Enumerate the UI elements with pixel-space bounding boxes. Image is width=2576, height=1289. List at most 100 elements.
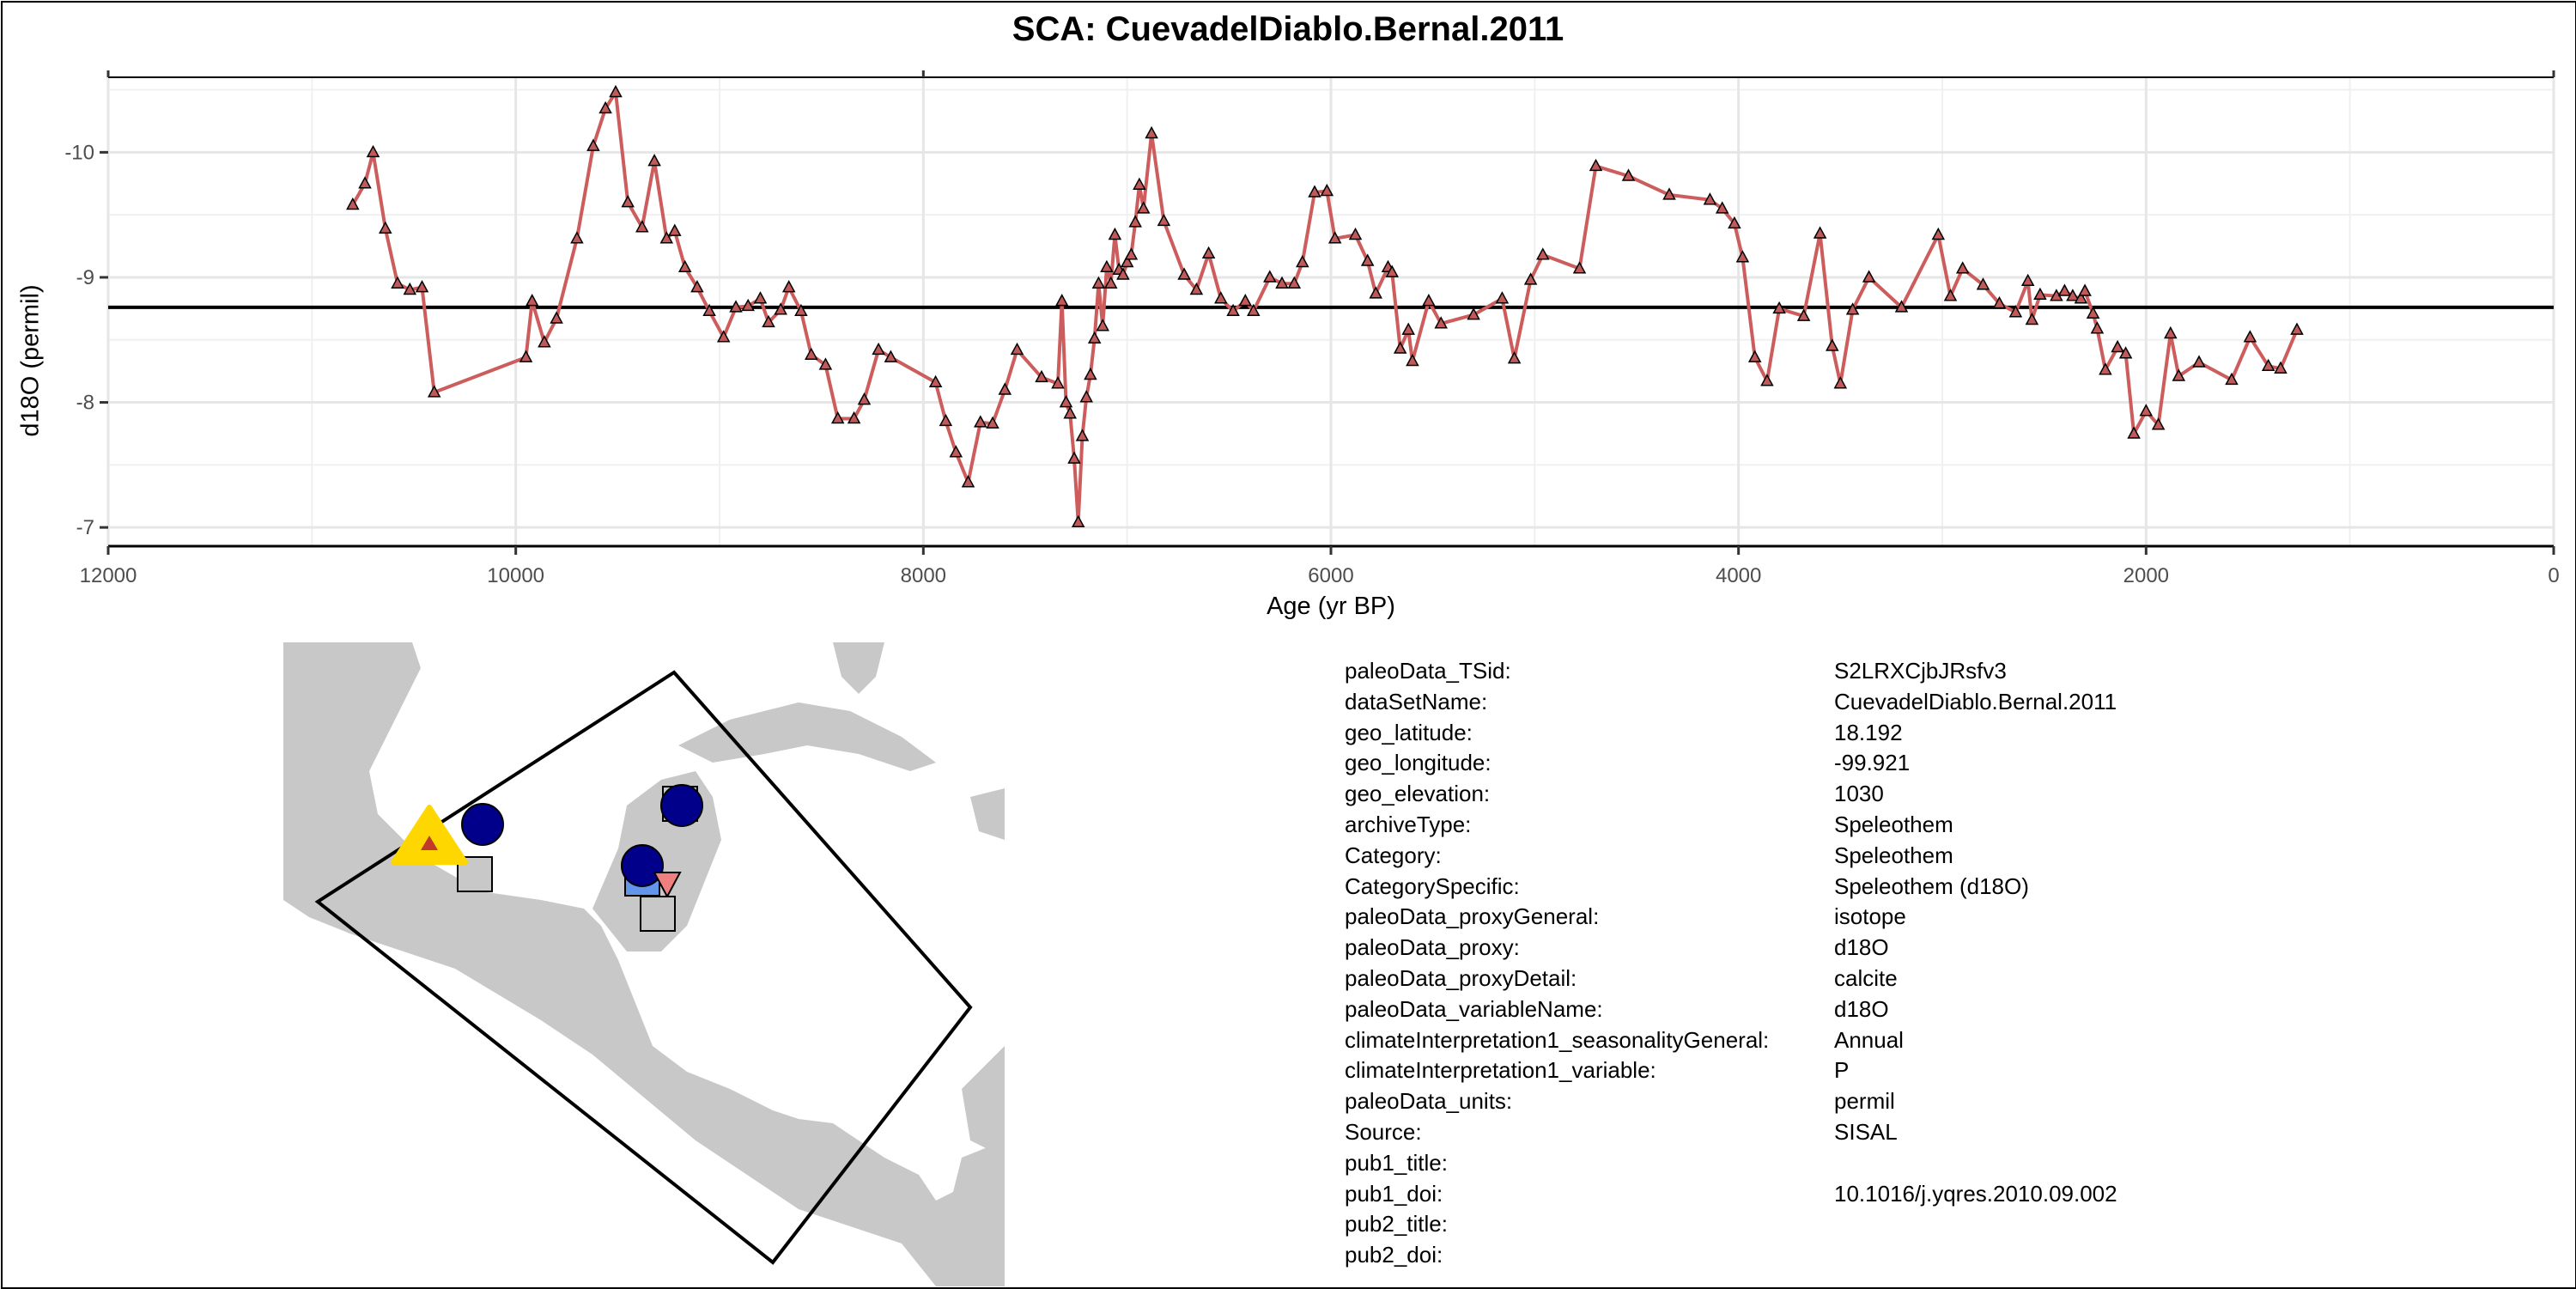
data-point [1096, 319, 1109, 331]
x-tick-label: 2000 [2123, 564, 2169, 587]
data-point [427, 385, 441, 398]
metadata-value: Speleothem [1834, 842, 1953, 868]
y-tick-label: -7 [76, 516, 94, 539]
y-tick-label: -9 [76, 266, 94, 289]
data-point [1507, 351, 1522, 364]
metadata-key: pub1_doi: [1345, 1180, 1443, 1207]
data-point [379, 221, 392, 234]
land-cuba [678, 702, 936, 771]
data-point [1059, 395, 1073, 408]
metadata-key: climateInterpretation1_variable: [1345, 1057, 1656, 1084]
data-point [1103, 276, 1118, 289]
chart-title: SCA: CuevadelDiablo.Bernal.2011 [1012, 10, 1564, 48]
data-point [884, 350, 898, 362]
metadata-key: archiveType: [1345, 811, 1472, 837]
data-point [1075, 429, 1090, 441]
data-point [635, 220, 649, 233]
data-point [1621, 168, 1636, 181]
metadata-key: paleoData_variableName: [1345, 995, 1603, 1022]
data-point [1296, 254, 1309, 268]
data-point [1523, 272, 1538, 285]
data-point [1434, 316, 1448, 329]
metadata-value: 10.1016/j.yqres.2010.09.002 [1834, 1180, 2117, 1207]
data-point [1100, 259, 1114, 273]
data-point [2139, 404, 2154, 416]
data-point [1108, 227, 1122, 240]
land-hispaniola [970, 788, 1005, 840]
data-point [2066, 289, 2080, 301]
data-point [1662, 187, 1676, 200]
metadata-key: pub1_title: [1345, 1149, 1448, 1176]
data-point [1747, 350, 1762, 362]
data-point [2243, 330, 2257, 343]
data-point [366, 144, 380, 158]
data-point [1275, 276, 1289, 289]
data-point [1189, 282, 1204, 295]
metadata-key: Category: [1345, 842, 1442, 868]
data-point [1943, 289, 1958, 301]
data-point [677, 259, 692, 273]
x-tick-label: 10000 [487, 564, 544, 587]
metadata-value: Speleothem [1834, 811, 1953, 837]
x-tick-label: 8000 [901, 564, 946, 587]
data-point [998, 382, 1012, 395]
data-point [391, 276, 404, 289]
data-point [2274, 361, 2287, 374]
data-point [830, 410, 845, 424]
data-point [1128, 215, 1142, 228]
data-point [668, 223, 682, 236]
x-tick-label: 0 [2548, 564, 2559, 587]
site-map [283, 642, 1005, 1286]
data-point [1385, 264, 1399, 277]
data-point [659, 231, 674, 244]
data-point [1735, 250, 1750, 263]
data-point [2025, 312, 2039, 325]
data-point [716, 330, 731, 343]
data-point [1931, 227, 1946, 240]
metadata-value: d18O [1834, 995, 1889, 1022]
data-point [519, 350, 533, 362]
data-point [525, 294, 539, 307]
data-point [1327, 231, 1342, 244]
data-point [2008, 305, 2023, 318]
data-point [1826, 338, 1839, 351]
site-square-1 [457, 856, 493, 892]
data-point [358, 176, 372, 189]
data-point [729, 300, 743, 313]
data-point [986, 416, 999, 429]
data-point [1071, 514, 1085, 528]
metadata-key: geo_elevation: [1345, 781, 1491, 807]
data-point [1120, 254, 1134, 268]
metadata-value: d18O [1834, 934, 1889, 961]
data-point [415, 280, 429, 293]
data-point [961, 475, 975, 488]
metadata-key: paleoData_proxy: [1345, 934, 1520, 961]
data-point [1348, 227, 1363, 240]
data-point [2151, 417, 2166, 430]
data-point [647, 154, 661, 167]
metadata-value: SISAL [1834, 1118, 1898, 1145]
data-point [1495, 291, 1510, 304]
data-point [1813, 226, 1827, 239]
data-point [550, 311, 563, 324]
data-point [939, 413, 953, 427]
data-point [1589, 158, 1603, 172]
data-point [762, 314, 775, 328]
data-point [1145, 125, 1158, 139]
data-point [2057, 283, 2072, 296]
site-circle-3 [621, 844, 664, 887]
data-point [1054, 294, 1069, 307]
data-point [598, 100, 612, 114]
data-point [774, 302, 787, 315]
data-point [2192, 355, 2206, 368]
data-point [702, 303, 716, 317]
data-point [2261, 358, 2275, 372]
data-point [1406, 353, 1419, 367]
data-point [1320, 183, 1334, 197]
data-point [1091, 276, 1106, 289]
metadata-key: climateInterpretation1_seasonalityGenera… [1345, 1026, 1770, 1053]
data-point [1536, 247, 1550, 260]
data-point [2225, 372, 2239, 386]
data-point [928, 374, 943, 388]
data-point [609, 84, 623, 98]
